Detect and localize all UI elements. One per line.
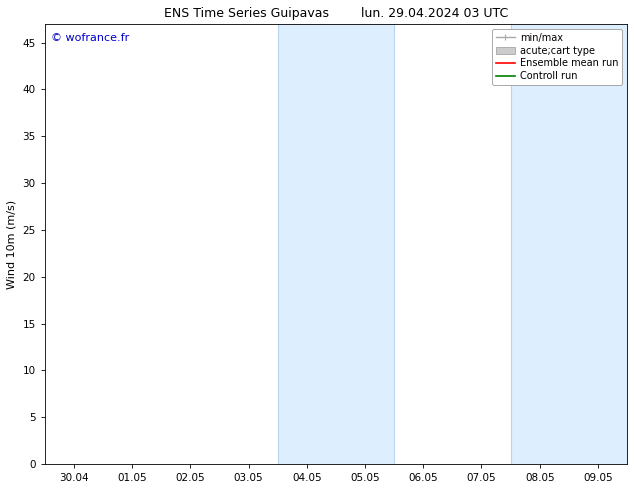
Text: © wofrance.fr: © wofrance.fr <box>51 33 129 43</box>
Legend: min/max, acute;cart type, Ensemble mean run, Controll run: min/max, acute;cart type, Ensemble mean … <box>491 29 622 85</box>
Bar <box>510 24 627 464</box>
Title: ENS Time Series Guipavas        lun. 29.04.2024 03 UTC: ENS Time Series Guipavas lun. 29.04.2024… <box>164 7 508 20</box>
Bar <box>278 24 394 464</box>
Y-axis label: Wind 10m (m/s): Wind 10m (m/s) <box>7 199 17 289</box>
